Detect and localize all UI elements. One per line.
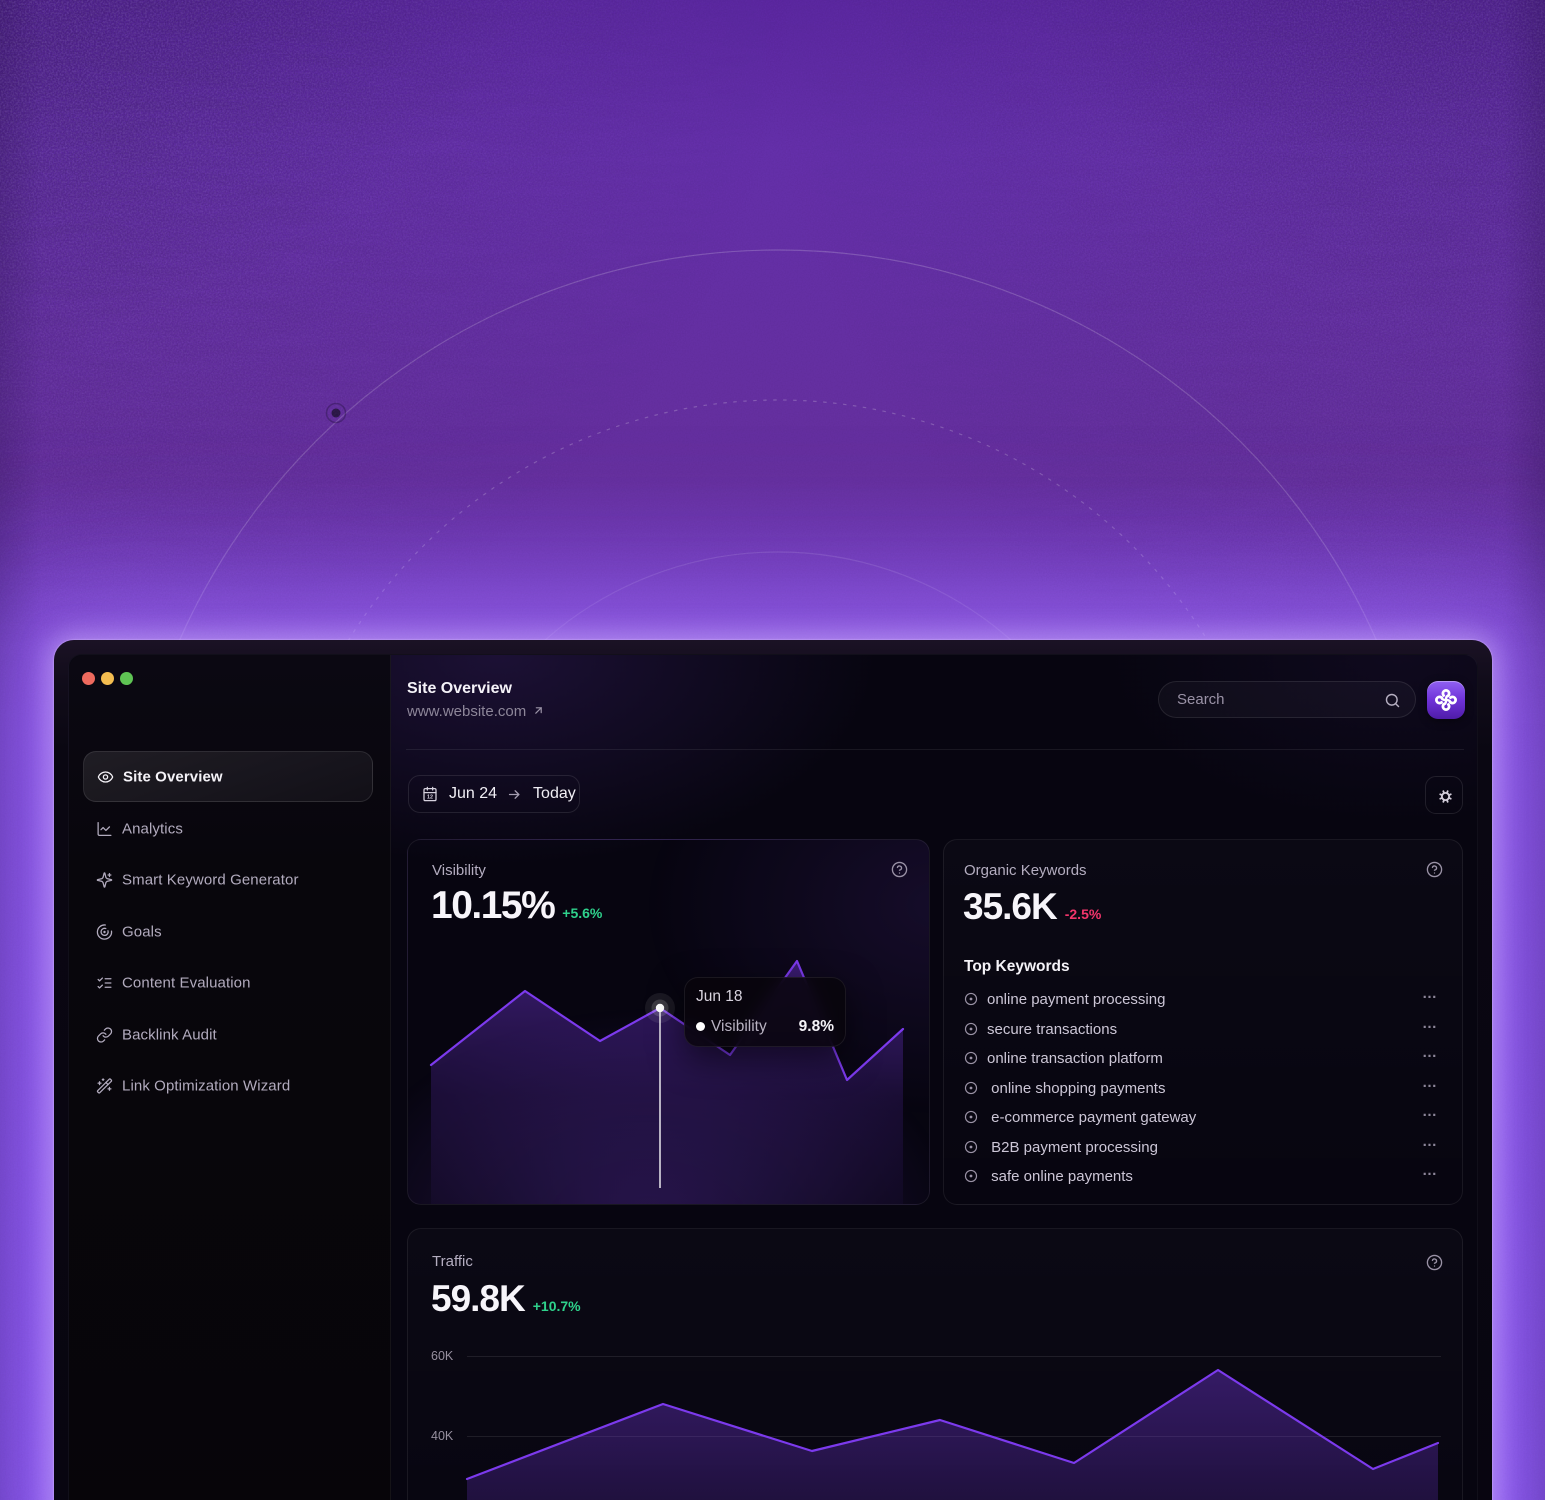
svg-text:12: 12 [427, 795, 433, 801]
